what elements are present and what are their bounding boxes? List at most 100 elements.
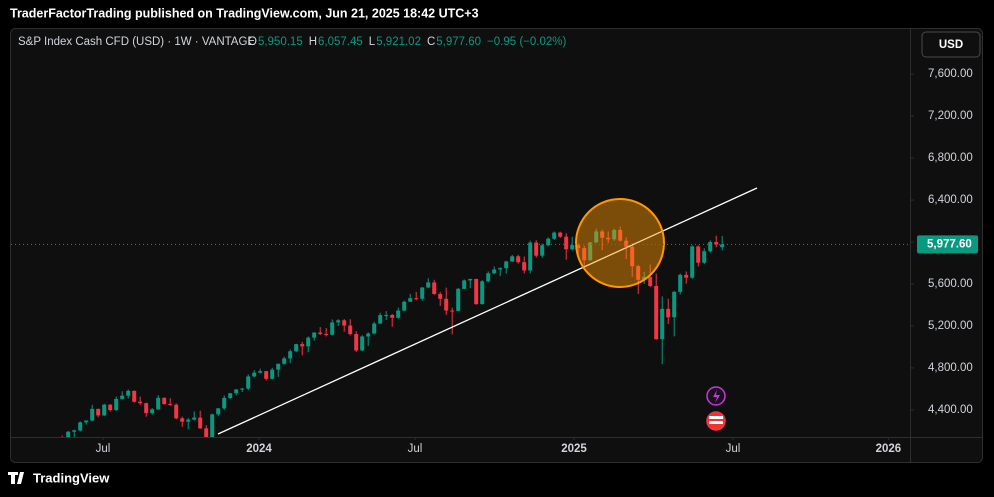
candle-body xyxy=(312,332,317,338)
candle-body xyxy=(240,388,245,390)
candle-body xyxy=(522,262,527,271)
candle-body xyxy=(396,310,401,318)
candle-body xyxy=(618,229,623,241)
x-tick-label: Jul xyxy=(726,443,741,455)
candle-body xyxy=(96,408,101,416)
candle-body xyxy=(78,422,83,431)
legend-value: 5,977.60 xyxy=(436,36,481,48)
candle-body xyxy=(216,408,221,415)
candle-body xyxy=(684,274,689,278)
candle-body xyxy=(144,403,149,414)
candle-body xyxy=(516,256,521,263)
candle-body xyxy=(528,242,533,271)
candle-body xyxy=(426,282,431,288)
candle-body xyxy=(102,404,107,416)
y-tick-label: 6,400.00 xyxy=(928,194,973,206)
candle-body xyxy=(486,273,491,282)
legend-value: 6,057.45 xyxy=(318,36,363,48)
legend-symbol: S&P Index Cash CFD (USD) · 1W · VANTAGE xyxy=(18,36,255,48)
candle-body xyxy=(708,242,713,252)
candle-body xyxy=(402,301,407,311)
candle-body xyxy=(330,322,335,335)
y-tick-label: 4,400.00 xyxy=(928,404,973,416)
candle-body xyxy=(570,245,575,250)
published-line: TraderFactorTrading published on Trading… xyxy=(10,6,479,20)
candle-body xyxy=(378,315,383,324)
candle-body xyxy=(264,371,269,379)
candle-body xyxy=(474,278,479,305)
candle-body xyxy=(414,298,419,300)
candle-body xyxy=(492,269,497,274)
candle-body xyxy=(696,246,701,263)
candle-body xyxy=(72,430,77,432)
candle-body xyxy=(564,236,569,250)
candle-body xyxy=(456,288,461,311)
candle-body xyxy=(558,232,563,237)
candle-body xyxy=(444,298,449,311)
candle-body xyxy=(648,276,653,286)
candle-body xyxy=(438,293,443,299)
y-tick-label: 5,200.00 xyxy=(928,320,973,332)
candle-body xyxy=(642,276,647,280)
candle-body xyxy=(552,232,557,239)
candle-body xyxy=(582,248,587,261)
candle-body xyxy=(150,409,155,414)
candle-body xyxy=(720,244,725,248)
currency-button[interactable] xyxy=(921,31,981,58)
candle-body xyxy=(318,332,323,334)
candle-body xyxy=(162,397,167,404)
x-tick-label: 2024 xyxy=(246,443,272,455)
candle-body xyxy=(666,308,671,318)
candle-body xyxy=(630,246,635,267)
candle-body xyxy=(366,333,371,337)
candle-body xyxy=(606,237,611,240)
brand-name: TradingView xyxy=(33,470,110,485)
candle-body xyxy=(588,242,593,261)
candle-body xyxy=(468,278,473,281)
highlight-circle xyxy=(575,198,665,288)
flag-stripe xyxy=(709,416,723,419)
legend-key: O xyxy=(248,36,257,48)
y-tick-label: 5,600.00 xyxy=(928,278,973,290)
candle-body xyxy=(180,418,185,422)
candle-body xyxy=(132,390,137,402)
y-tick-label: 6,800.00 xyxy=(928,152,973,164)
legend-value: 5,921.02 xyxy=(376,36,421,48)
flag-stripe xyxy=(709,421,723,424)
candle-body xyxy=(600,231,605,238)
candle-body xyxy=(612,229,617,240)
candle-body xyxy=(186,419,191,422)
candle-body xyxy=(198,417,203,429)
candle-body xyxy=(156,397,161,410)
trend-line xyxy=(217,187,758,435)
candle-body xyxy=(234,389,239,394)
currency-label: USD xyxy=(939,39,963,51)
candle-body xyxy=(462,280,467,289)
candle-body xyxy=(498,268,503,270)
candle-body xyxy=(252,372,257,377)
legend-value: 5,950.15 xyxy=(258,36,303,48)
x-tick-label: 2025 xyxy=(561,443,587,455)
candle-body xyxy=(384,314,389,316)
y-tick-label: 4,800.00 xyxy=(928,362,973,374)
candle-body xyxy=(336,320,341,323)
candle-body xyxy=(432,282,437,294)
candle-body xyxy=(246,376,251,389)
chart-panel xyxy=(10,28,983,463)
candle-body xyxy=(168,403,173,405)
candle-body xyxy=(576,245,581,249)
legend-key: H xyxy=(309,36,317,48)
candle-body xyxy=(390,314,395,318)
candle-body xyxy=(222,397,227,409)
candle-body xyxy=(108,404,113,411)
candle-body xyxy=(84,420,89,423)
legend-value: −0.95 (−0.02%) xyxy=(487,36,566,48)
candle-body xyxy=(450,310,455,312)
candle-body xyxy=(354,334,359,351)
y-tick-label: 7,600.00 xyxy=(928,68,973,80)
candle-body xyxy=(114,398,119,411)
brand-logo xyxy=(8,472,24,484)
candle-body xyxy=(690,246,695,278)
candle-body xyxy=(294,344,299,352)
